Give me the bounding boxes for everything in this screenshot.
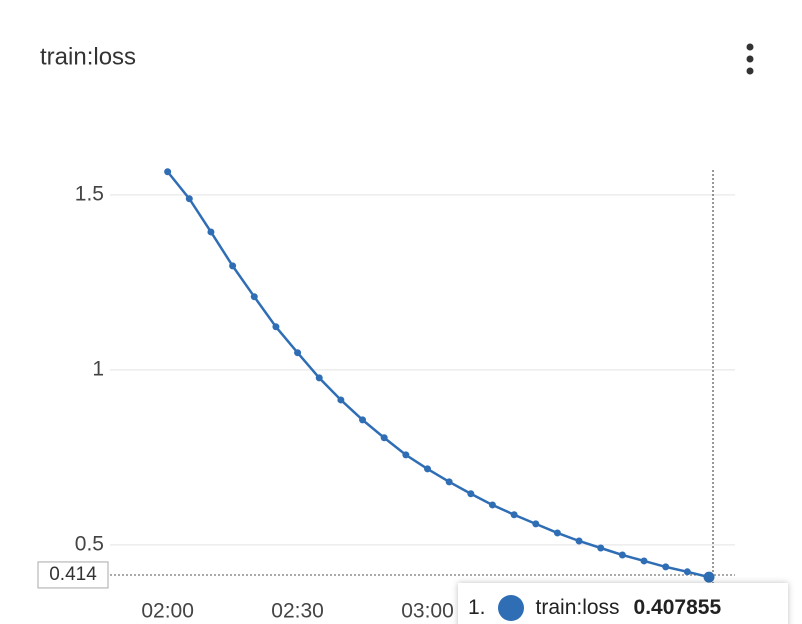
data-point	[510, 511, 518, 519]
menu-dot	[746, 55, 754, 63]
data-point	[662, 563, 670, 571]
data-point	[229, 262, 237, 270]
data-point	[424, 465, 431, 473]
data-point	[164, 168, 172, 176]
tooltip-swatch	[497, 595, 524, 621]
data-point	[532, 520, 540, 528]
data-point	[337, 396, 345, 404]
menu-button[interactable]	[746, 43, 754, 75]
data-point	[272, 323, 280, 331]
data-point	[683, 568, 691, 576]
reference-label: 0.414	[49, 564, 97, 585]
data-point	[207, 228, 215, 236]
data-point	[597, 544, 605, 552]
data-point	[703, 571, 715, 583]
tooltip: 1. train:loss 0.407855	[458, 583, 788, 624]
data-point	[250, 293, 258, 301]
data-point	[553, 529, 561, 537]
x-tick-label: 03:00	[401, 600, 454, 623]
data-point	[380, 434, 388, 442]
tooltip-rank: 1.	[468, 596, 486, 619]
data-line	[166, 170, 710, 579]
y-tick-label: 1	[92, 357, 104, 380]
data-point	[640, 557, 648, 565]
data-point	[315, 374, 323, 382]
x-tick-label: 02:30	[271, 600, 324, 623]
data-point	[445, 478, 453, 486]
chart-title: train:loss	[40, 43, 136, 70]
y-tick-label: 1.5	[75, 182, 104, 205]
data-point	[359, 416, 367, 424]
tooltip-value: 0.407855	[633, 596, 722, 619]
menu-dot	[746, 43, 754, 51]
menu-dot	[746, 67, 754, 75]
data-point	[488, 501, 496, 509]
data-point	[294, 349, 302, 357]
reference-label-box	[37, 561, 109, 589]
y-tick-label: 0.5	[75, 532, 104, 555]
x-tick-label: 02:00	[141, 600, 194, 623]
data-point	[618, 551, 626, 559]
data-point	[467, 490, 475, 498]
tooltip-series: train:loss	[535, 596, 620, 619]
data-point	[575, 537, 583, 545]
data-point	[402, 451, 410, 459]
data-point	[185, 195, 193, 203]
